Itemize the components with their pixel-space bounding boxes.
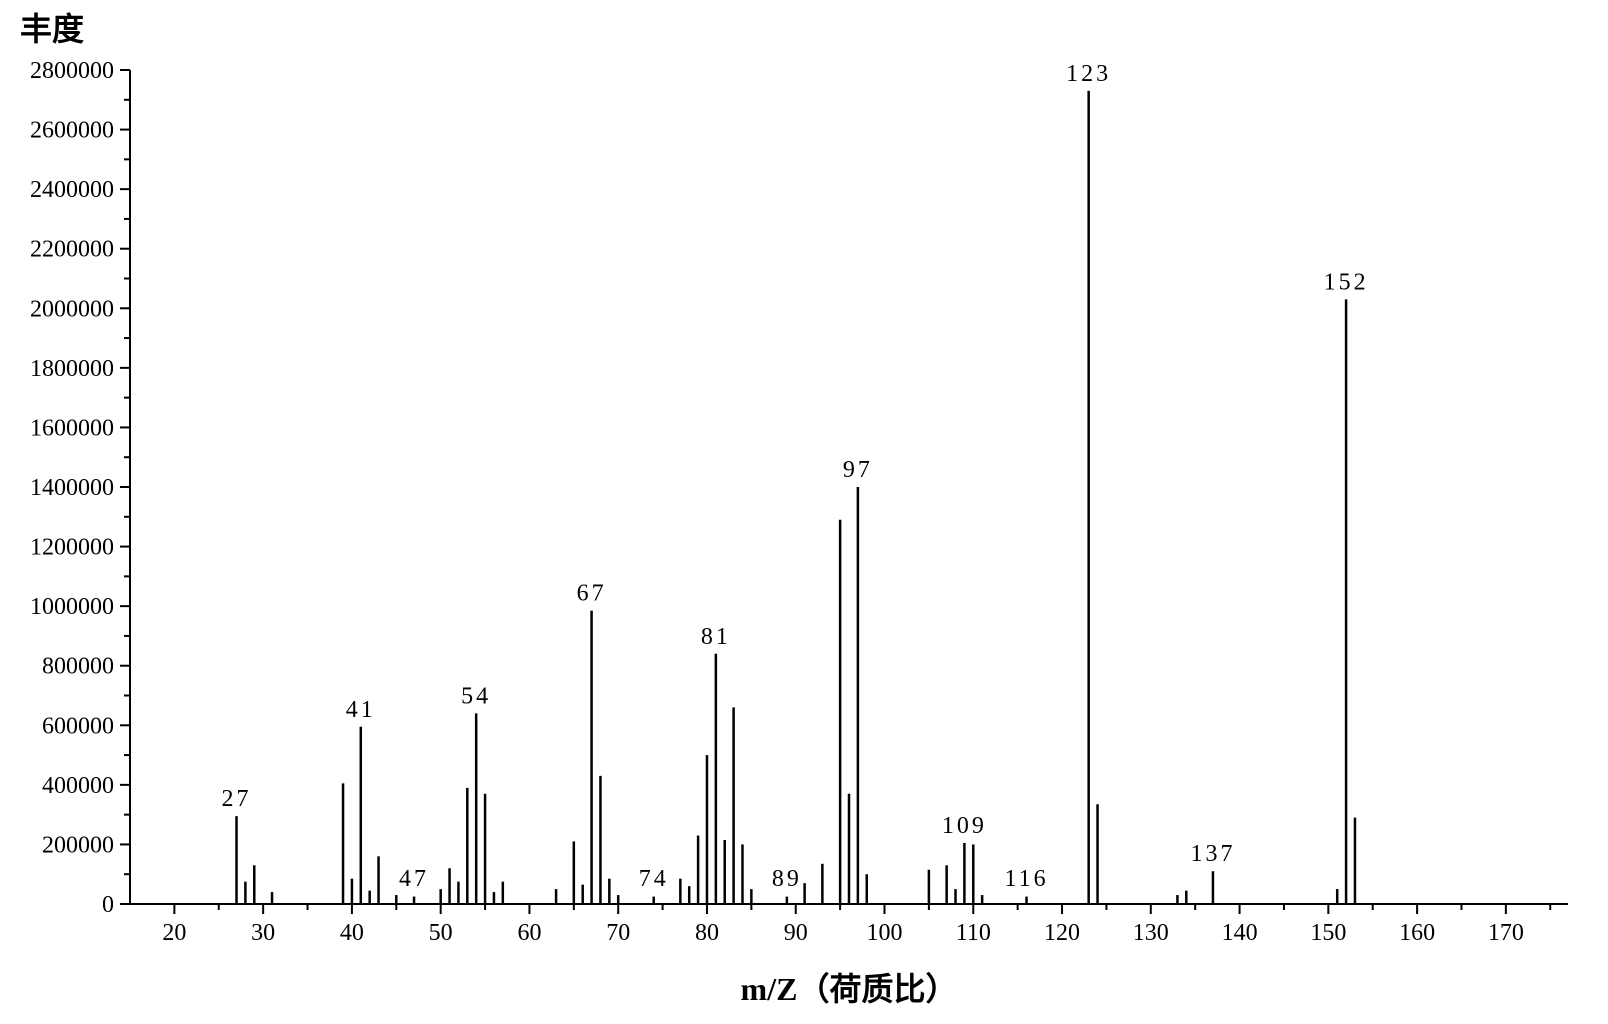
x-tick-label: 30 [251, 920, 275, 946]
peak-label: 97 [843, 457, 873, 483]
peak-label: 89 [772, 866, 802, 892]
y-tick-label: 1200000 [30, 535, 114, 561]
x-tick-label: 80 [695, 920, 719, 946]
y-tick-label: 400000 [42, 773, 114, 799]
x-axis-title: m/Z（荷质比） [741, 971, 958, 1007]
x-tick-label: 120 [1044, 920, 1080, 946]
peak-label: 74 [639, 866, 669, 892]
peak-label: 47 [399, 866, 429, 892]
y-tick-label: 1400000 [30, 475, 114, 501]
y-tick-label: 800000 [42, 654, 114, 680]
y-tick-label: 600000 [42, 713, 114, 739]
x-tick-label: 60 [517, 920, 541, 946]
peak-label: 81 [701, 624, 731, 650]
x-tick-label: 130 [1133, 920, 1169, 946]
peak-label: 54 [461, 683, 491, 709]
y-axis-title: 丰度 [20, 11, 84, 47]
peak-label: 123 [1066, 61, 1111, 87]
peak-label: 41 [346, 697, 376, 723]
x-tick-label: 50 [429, 920, 453, 946]
y-tick-label: 1000000 [30, 594, 114, 620]
x-tick-label: 110 [956, 920, 991, 946]
y-tick-label: 1600000 [30, 415, 114, 441]
mass-spectrum-chart: 0 200000 400000 600000 800000 1000000 1200000 1… [0, 0, 1608, 1024]
peak-label: 152 [1324, 269, 1369, 295]
x-tick-label: 160 [1399, 920, 1435, 946]
y-tick-label: 1800000 [30, 356, 114, 382]
peak-label: 67 [577, 581, 607, 607]
y-tick-label: 200000 [42, 832, 114, 858]
x-tick-label: 20 [162, 920, 186, 946]
x-tick-label: 40 [340, 920, 364, 946]
peak-label: 116 [1004, 866, 1048, 892]
y-tick-label: 2000000 [30, 296, 114, 322]
x-tick-label: 140 [1222, 920, 1258, 946]
x-tick-label: 90 [784, 920, 808, 946]
y-tick-label: 2400000 [30, 177, 114, 203]
x-tick-label: 100 [867, 920, 903, 946]
peak-label: 109 [942, 813, 987, 839]
y-tick-label: 2800000 [30, 58, 114, 84]
peak-label: 27 [222, 786, 252, 812]
y-tick-label: 2600000 [30, 118, 114, 144]
x-tick-label: 170 [1488, 920, 1524, 946]
y-tick-label: 2200000 [30, 237, 114, 263]
x-tick-label: 150 [1310, 920, 1346, 946]
x-tick-label: 70 [606, 920, 630, 946]
chart-svg: 0 200000 400000 600000 800000 1000000 1200000 1… [0, 0, 1608, 1024]
y-tick-label: 0 [102, 892, 114, 918]
peak-label: 137 [1190, 841, 1235, 867]
